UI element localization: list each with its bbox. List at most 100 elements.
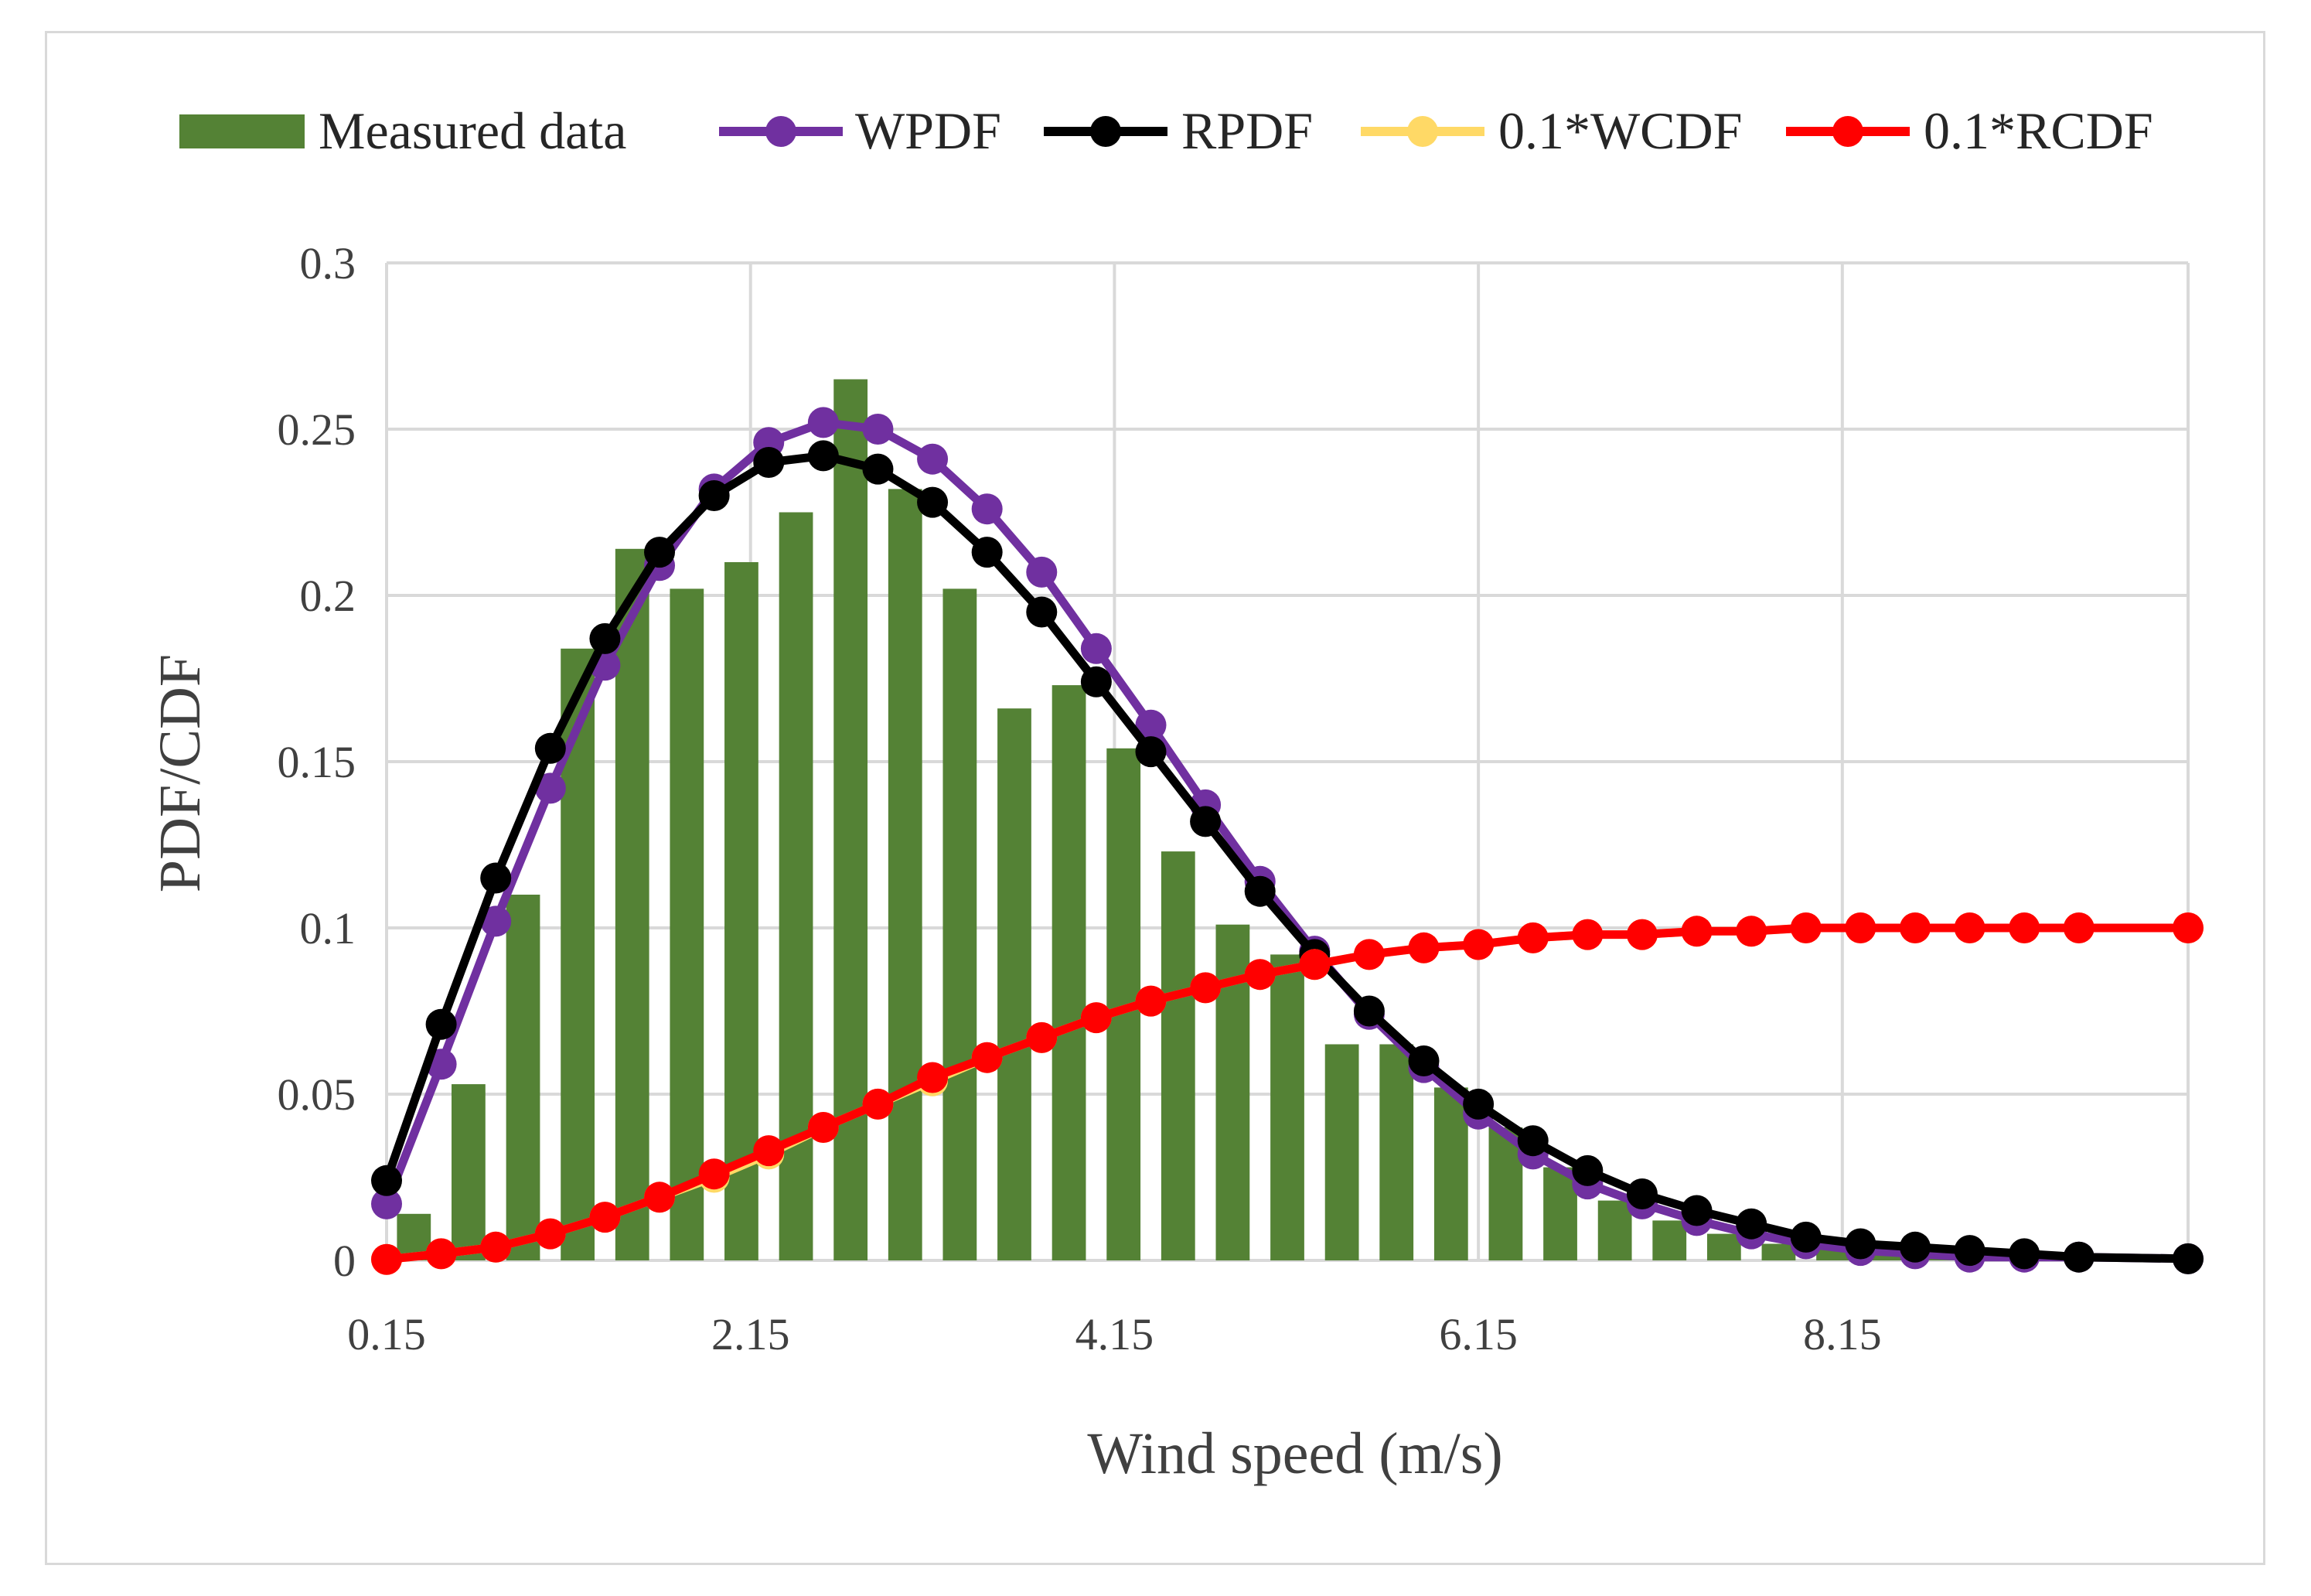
point-0-1-rcdf-31 <box>2063 912 2095 943</box>
bar-measured-24 <box>1706 1233 1741 1260</box>
point-rpdf-29 <box>1954 1235 1985 1267</box>
x-tick-label-4: 8.15 <box>1803 1309 1882 1359</box>
x-tick-label-3: 6.15 <box>1439 1309 1518 1359</box>
point-rpdf-20 <box>1463 1088 1495 1120</box>
point-wpdf-12 <box>1026 556 1058 588</box>
chart-frame <box>45 31 2265 1565</box>
legend-label-wpdf: WPDF <box>855 101 1001 160</box>
x-tick-label-1: 2.15 <box>711 1309 790 1359</box>
bar-measured-9 <box>888 489 922 1260</box>
point-0-1-rcdf-28 <box>1899 912 1931 943</box>
legend-item-wcdf: 0.1*WCDF <box>1361 101 1742 160</box>
point-rpdf-28 <box>1899 1231 1931 1263</box>
point-wpdf-3 <box>534 772 566 804</box>
point-0-1-rcdf-11 <box>971 1042 1003 1073</box>
point-0-1-rcdf-16 <box>1244 959 1276 991</box>
legend-label-measured-data: Measured data <box>319 101 626 160</box>
point-rpdf-31 <box>2063 1241 2095 1273</box>
legend-label-wcdf: 0.1*WCDF <box>1498 101 1742 160</box>
x-axis-title: Wind speed (m/s) <box>1087 1421 1502 1486</box>
legend-item-wpdf: WPDF <box>719 101 1001 160</box>
line-series-group <box>371 407 2204 1275</box>
legend-marker-wcdf <box>1407 116 1438 147</box>
bar-measured-17 <box>1324 1044 1359 1260</box>
point-rpdf-19 <box>1408 1045 1440 1076</box>
point-0-1-rcdf-17 <box>1299 949 1331 980</box>
y-tick-label-1: 0.05 <box>278 1069 356 1120</box>
point-rpdf-1 <box>425 1008 457 1040</box>
x-tick-label-2: 4.15 <box>1075 1309 1154 1359</box>
legend-label-rcdf: 0.1*RCDF <box>1924 101 2153 160</box>
point-rpdf-7 <box>753 447 785 478</box>
point-rpdf-32 <box>2173 1243 2204 1274</box>
point-0-1-rcdf-32 <box>2173 912 2204 943</box>
point-rpdf-26 <box>1790 1221 1822 1253</box>
point-0-1-rcdf-30 <box>2009 912 2040 943</box>
legend: Measured data WPDF RPDF 0.1*WCDF 0.1*RCD… <box>179 101 2153 160</box>
point-0-1-rcdf-14 <box>1135 985 1167 1017</box>
bar-measured-8 <box>833 379 868 1260</box>
bar-measured-6 <box>724 562 758 1260</box>
y-tick-label-6: 0.3 <box>300 238 356 288</box>
point-wpdf-10 <box>917 443 949 475</box>
bar-measured-22 <box>1597 1200 1632 1260</box>
bar-measured-3 <box>561 648 595 1260</box>
point-rpdf-13 <box>1080 666 1112 697</box>
bar-measured-1 <box>452 1084 486 1260</box>
bar-measured-4 <box>615 548 649 1260</box>
line-series-0-1-rcdf <box>371 912 2204 1275</box>
point-rpdf-27 <box>1845 1228 1876 1260</box>
point-0-1-rcdf-1 <box>425 1238 457 1270</box>
point-0-1-rcdf-29 <box>1954 912 1985 943</box>
point-0-1-rcdf-9 <box>862 1088 894 1120</box>
bar-measured-21 <box>1543 1167 1577 1260</box>
bar-measured-18 <box>1379 1044 1414 1260</box>
y-tick-label-3: 0.15 <box>278 737 356 787</box>
legend-item-rcdf: 0.1*RCDF <box>1786 101 2153 160</box>
point-0-1-rcdf-24 <box>1681 916 1713 947</box>
point-rpdf-10 <box>917 486 949 518</box>
point-0-1-rcdf-20 <box>1463 929 1495 960</box>
point-wpdf-11 <box>971 493 1003 525</box>
bar-measured-12 <box>1052 685 1086 1260</box>
point-rpdf-12 <box>1026 596 1058 628</box>
point-0-1-rcdf-10 <box>917 1062 949 1093</box>
point-0-1-rcdf-0 <box>371 1243 402 1275</box>
point-rpdf-4 <box>589 622 621 654</box>
point-rpdf-15 <box>1190 806 1222 837</box>
point-0-1-rcdf-8 <box>807 1112 839 1143</box>
legend-item-measured-data: Measured data <box>179 101 626 160</box>
point-wpdf-13 <box>1080 633 1112 664</box>
bar-series-measured-data <box>397 379 2069 1260</box>
bar-measured-2 <box>506 895 540 1260</box>
bar-measured-25 <box>1761 1243 1796 1260</box>
point-0-1-rcdf-27 <box>1845 912 1876 943</box>
bar-measured-19 <box>1433 1087 1468 1260</box>
legend-marker-wpdf <box>765 116 796 147</box>
bar-measured-5 <box>670 588 704 1260</box>
legend-marker-rpdf <box>1090 116 1121 147</box>
x-tick-label-0: 0.15 <box>347 1309 426 1359</box>
point-rpdf-11 <box>971 537 1003 568</box>
point-0-1-rcdf-2 <box>480 1231 512 1263</box>
point-wpdf-14 <box>1135 709 1167 741</box>
point-wpdf-9 <box>862 414 894 445</box>
point-rpdf-25 <box>1736 1208 1767 1240</box>
y-tick-label-5: 0.25 <box>278 404 356 455</box>
point-0-1-rcdf-23 <box>1626 919 1658 950</box>
point-rpdf-14 <box>1135 736 1167 768</box>
bar-measured-23 <box>1652 1220 1687 1260</box>
x-tick-labels: 0.15 2.15 4.15 6.15 8.15 <box>347 1309 1881 1359</box>
bar-measured-10 <box>942 588 977 1260</box>
point-rpdf-3 <box>534 732 566 764</box>
point-0-1-rcdf-3 <box>534 1218 566 1250</box>
bar-measured-20 <box>1488 1127 1523 1260</box>
point-0-1-rcdf-15 <box>1190 972 1222 1004</box>
line-series-rpdf <box>371 440 2204 1274</box>
point-rpdf-8 <box>807 440 839 472</box>
point-wpdf-2 <box>480 905 512 937</box>
point-rpdf-16 <box>1244 875 1276 907</box>
point-0-1-rcdf-6 <box>698 1158 730 1190</box>
point-0-1-rcdf-19 <box>1408 932 1440 963</box>
